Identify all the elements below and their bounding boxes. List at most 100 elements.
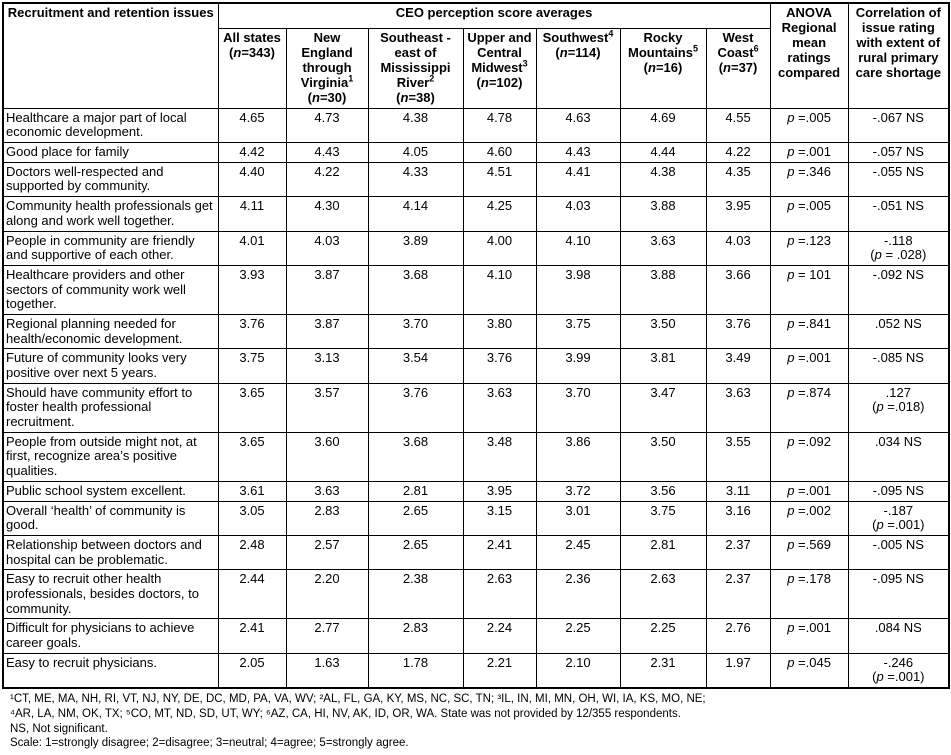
correlation-value: .084 NS <box>874 620 922 636</box>
correlation-column-header: Correlation of issue rating with extent … <box>847 2 950 109</box>
score-cell: 4.30 <box>285 196 369 232</box>
correlation-value: -.187 <box>883 502 914 518</box>
score-cell: 4.43 <box>535 142 621 163</box>
table-body: Healthcare a major part of local economi… <box>2 107 950 689</box>
correlation-value: .034 NS <box>874 433 922 449</box>
footnotes: ¹CT, ME, MA, NH, RI, VT, NJ, NY, DE, DC,… <box>2 689 951 755</box>
score-cell: 2.44 <box>217 569 287 620</box>
p-symbol: p <box>787 350 795 366</box>
table-row: Healthcare a major part of local economi… <box>2 107 950 144</box>
p-symbol: p <box>787 266 795 282</box>
region-footnote-marker: 5 <box>692 43 698 54</box>
score-cell: 4.25 <box>462 196 537 232</box>
paren: ( <box>872 399 877 415</box>
score-cell: 3.63 <box>619 230 707 266</box>
score-cell: 3.86 <box>535 431 621 482</box>
table-row: Healthcare providers and other sectors o… <box>2 264 950 315</box>
perception-score-table: Recruitment and retention issues CEO per… <box>2 2 951 690</box>
score-cell: 3.99 <box>535 348 621 384</box>
issue-cell: Good place for family <box>2 142 219 163</box>
sample-size-n: n <box>233 44 242 60</box>
score-cell: 4.38 <box>619 161 707 198</box>
correlation-value: -.085 NS <box>872 350 924 366</box>
table-row: Easy to recruit physicians. 2.05 1.63 1.78 2… <box>2 652 950 689</box>
table-row: Overall ‘health’ of community is good. 3.… <box>2 500 950 536</box>
anova-p-cell: p =.045 <box>769 652 849 689</box>
p-symbol: p <box>876 399 884 415</box>
correlation-value: -.005 NS <box>872 536 924 552</box>
footnote-line: NS, Not significant. <box>10 722 108 735</box>
score-cell: 4.03 <box>285 230 369 266</box>
sample-size-n: n <box>648 59 656 75</box>
score-cell: 3.65 <box>217 382 287 433</box>
score-cell: 2.76 <box>705 618 771 654</box>
region-column-header: West Coast6 (n=37) <box>705 28 771 109</box>
anova-p-cell: p =.178 <box>769 569 849 620</box>
score-cell: 2.65 <box>367 500 464 536</box>
table-row: Doctors well-respected and supported by … <box>2 161 950 198</box>
sample-size: =114) <box>567 44 601 60</box>
ceo-perception-group-header: CEO perception score averages <box>217 2 771 29</box>
p-value: =.569 <box>794 536 831 552</box>
anova-p-cell: p = 101 <box>769 264 849 315</box>
sample-size: ( <box>476 74 481 90</box>
table-row: Regional planning needed for health/econ… <box>2 313 950 350</box>
correlation-cell: -.095 NS <box>847 480 950 502</box>
p-value: = 101 <box>794 266 831 282</box>
score-cell: 4.05 <box>367 142 464 163</box>
score-cell: 3.63 <box>285 480 369 502</box>
score-cell: 4.33 <box>367 161 464 198</box>
score-cell: 3.66 <box>705 264 771 315</box>
score-cell: 4.43 <box>285 142 369 163</box>
table-header: Recruitment and retention issues CEO per… <box>2 2 950 109</box>
score-cell: 4.55 <box>705 107 771 144</box>
p-symbol: p <box>787 502 795 518</box>
correlation-cell: .034 NS <box>847 431 950 482</box>
footnote-line: ¹CT, ME, MA, NH, RI, VT, NJ, NY, DE, DC,… <box>10 693 706 706</box>
issue-cell: Easy to recruit physicians. <box>2 652 219 689</box>
score-cell: 2.25 <box>619 618 707 654</box>
p-symbol: p <box>787 384 795 400</box>
score-cell: 4.14 <box>367 196 464 232</box>
score-cell: 4.60 <box>462 142 537 163</box>
score-cell: 3.54 <box>367 348 464 384</box>
score-cell: 3.49 <box>705 348 771 384</box>
issue-cell: Difficult for physicians to achieve care… <box>2 618 219 654</box>
sample-size-n: n <box>312 89 320 105</box>
score-cell: 2.37 <box>705 569 771 620</box>
sample-size: =37) <box>730 59 758 75</box>
issue-cell: Community health professionals get along… <box>2 196 219 232</box>
score-cell: 3.70 <box>535 382 621 433</box>
score-cell: 2.81 <box>367 480 464 502</box>
score-cell: 3.95 <box>462 480 537 502</box>
p-value: =.005 <box>794 198 831 214</box>
region-title: Rocky Mountains <box>627 30 693 60</box>
score-cell: 3.68 <box>367 264 464 315</box>
table-row: People from outside might not, at first,… <box>2 431 950 482</box>
table-row: Relationship between doctors and hospita… <box>2 534 950 571</box>
correlation-value: -.092 NS <box>872 266 924 282</box>
paren: ( <box>872 669 877 685</box>
table-row: Community health professionals get along… <box>2 196 950 232</box>
correlation-value: -.051 NS <box>872 198 924 214</box>
p-symbol: p <box>787 232 795 248</box>
sample-size: ( <box>229 44 234 60</box>
sample-size: =343) <box>241 44 275 60</box>
p-symbol: p <box>876 517 884 533</box>
p-symbol: p <box>787 620 795 636</box>
p-symbol: p <box>787 654 795 670</box>
table-row: Future of community looks very positive … <box>2 348 950 384</box>
score-cell: 3.70 <box>367 313 464 350</box>
sample-size: =30) <box>319 89 347 105</box>
score-cell: 3.61 <box>217 480 287 502</box>
p-symbol: p <box>876 669 884 685</box>
issue-cell: Regional planning needed for health/econ… <box>2 313 219 350</box>
correlation-cell: -.187 (p =.001) <box>847 500 950 536</box>
score-cell: 3.76 <box>705 313 771 350</box>
region-column-header: Upper and Central Midwest3 (n=102) <box>462 28 537 109</box>
correlation-p-value: (p =.001) <box>851 670 947 685</box>
issue-cell: Healthcare a major part of local economi… <box>2 107 219 144</box>
score-cell: 2.83 <box>367 618 464 654</box>
score-cell: 4.69 <box>619 107 707 144</box>
